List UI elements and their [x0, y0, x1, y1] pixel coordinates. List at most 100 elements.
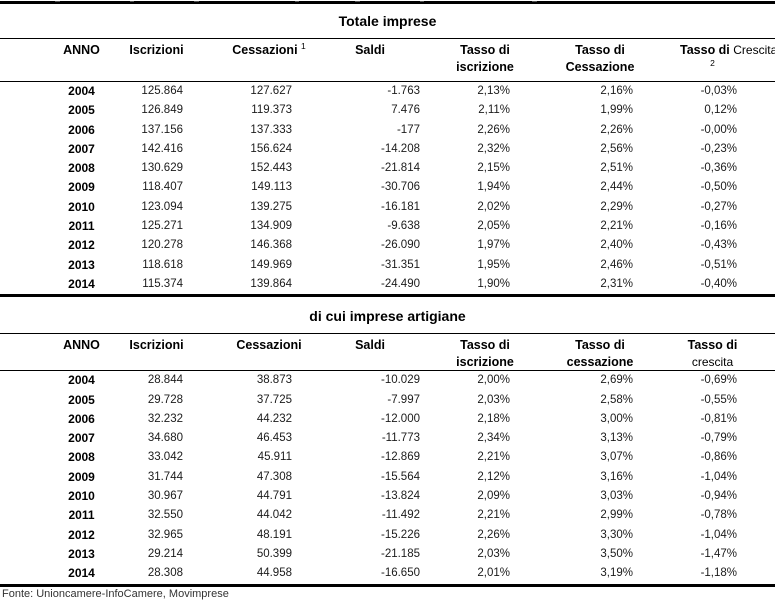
value-cell: -0,03%: [700, 85, 737, 97]
value-cell: 137.156: [141, 123, 183, 136]
year-cell: 2004: [68, 373, 95, 388]
value-cell: 156.624: [250, 142, 292, 155]
value-cell: 3,00%: [600, 412, 633, 425]
value-cell: 125.864: [141, 85, 183, 97]
value-cell: 118.407: [142, 181, 183, 194]
value-cell: 3,50%: [600, 547, 633, 560]
table-row: 2012 32.965 48.191 -15.226 2,26% 3,30% -1,04%: [0, 526, 775, 545]
value-cell: -30.706: [380, 181, 420, 194]
value-cell: -0,50%: [700, 181, 737, 194]
value-cell: 3,30%: [600, 528, 633, 541]
table-row: 2011 125.271 134.909 -9.638 2,05% 2,21% -0,16%: [0, 217, 775, 236]
value-cell: -9.638: [387, 220, 420, 233]
value-cell: 2,31%: [600, 277, 633, 290]
value-cell: 2,69%: [600, 374, 633, 387]
value-cell: -26.090: [380, 239, 420, 252]
value-cell: -13.824: [380, 490, 420, 503]
header-row: ANNO Iscrizioni Cessazioni 1 Saldi Tasso…: [0, 39, 775, 82]
year-cell: 2009: [68, 469, 95, 484]
value-cell: 126.849: [141, 104, 183, 117]
year-cell: 2014: [68, 276, 95, 291]
value-cell: 2,58%: [600, 393, 633, 406]
table-totale-imprese: Totale imprese ANNO Iscrizioni Cessazion…: [0, 1, 775, 298]
value-cell: 31.744: [147, 470, 183, 483]
value-cell: 44.958: [256, 567, 292, 580]
value-cell: -16.650: [380, 567, 420, 580]
value-cell: 130.629: [141, 162, 183, 175]
value-cell: 1,97%: [477, 239, 510, 252]
value-cell: -0,69%: [700, 374, 737, 387]
value-cell: -0,36%: [700, 162, 737, 175]
value-cell: 2,21%: [600, 220, 633, 233]
col-header-saldi: Saldi: [340, 334, 450, 372]
value-cell: -16.181: [380, 200, 420, 213]
year-cell: 2012: [68, 238, 95, 253]
totale-imprese-table-body: 2004 125.864 127.627 -1.763 2,13% 2,16% -0,03%…: [0, 82, 775, 296]
value-cell: 2,03%: [477, 547, 510, 560]
table-row: 2013 118.618 149.969 -31.351 1,95% 2,46% -0,51…: [0, 256, 775, 275]
year-cell: 2013: [68, 546, 95, 561]
value-cell: -10.029: [380, 374, 420, 387]
table-row: 2014 28.308 44.958 -16.650 2,01% 3,19% -1,18%: [0, 564, 775, 585]
totale-imprese-table: ANNO Iscrizioni Cessazioni 1 Saldi Tasso…: [0, 39, 775, 298]
value-cell: 29.214: [147, 547, 183, 560]
value-cell: -31.351: [380, 258, 420, 271]
value-cell: -0,16%: [700, 220, 737, 233]
value-cell: 2,51%: [600, 162, 633, 175]
table-row: 2007 142.416 156.624 -14.208 2,32% 2,56% -0,23…: [0, 140, 775, 159]
value-cell: -177: [396, 123, 420, 136]
year-cell: 2008: [68, 450, 95, 465]
year-cell: 2008: [68, 161, 95, 176]
value-cell: 33.042: [147, 451, 183, 464]
value-cell: 46.453: [256, 432, 292, 445]
value-cell: -0,94%: [700, 490, 737, 503]
col-header-iscrizioni: Iscrizioni: [115, 334, 228, 372]
value-cell: 2,01%: [477, 567, 510, 580]
value-cell: 44.042: [256, 509, 292, 522]
table-title-totale-imprese: Totale imprese: [0, 4, 775, 39]
value-cell: 1,95%: [477, 258, 510, 271]
table-row: 2006 32.232 44.232 -12.000 2,18% 3,00% -0,81%: [0, 410, 775, 429]
value-cell: 3,03%: [600, 490, 633, 503]
value-cell: 28.844: [147, 374, 183, 387]
footnote-ref-1: 1: [301, 40, 306, 51]
value-cell: 38.873: [256, 374, 292, 387]
value-cell: 32.965: [147, 528, 183, 541]
value-cell: 2,02%: [477, 200, 510, 213]
value-cell: -1,04%: [700, 528, 737, 541]
value-cell: 120.278: [141, 239, 183, 252]
value-cell: 137.333: [250, 123, 292, 136]
value-cell: 2,26%: [600, 123, 633, 136]
footnote-ref-2: 2: [710, 57, 715, 68]
table-imprese-artigiane: di cui imprese artigiane ANNO Iscrizioni…: [0, 297, 775, 587]
table-row: 2008 33.042 45.911 -12.869 2,21% 3,07% -0,86%: [0, 448, 775, 467]
value-cell: -7.997: [387, 393, 420, 406]
table-row: 2010 30.967 44.791 -13.824 2,09% 3,03% -0,94%: [0, 487, 775, 506]
value-cell: 37.725: [256, 393, 292, 406]
year-cell: 2006: [68, 411, 95, 426]
value-cell: 32.232: [147, 412, 183, 425]
table-row: 2004 28.844 38.873 -10.029 2,00% 2,69% -0,69%: [0, 371, 775, 391]
year-cell: 2009: [68, 180, 95, 195]
value-cell: 2,32%: [477, 142, 510, 155]
table-row: 2010 123.094 139.275 -16.181 2,02% 2,29% -0,27…: [0, 198, 775, 217]
source-note: Fonte: Unioncamere-InfoCamere, Movimpres…: [2, 587, 229, 600]
value-cell: -0,40%: [700, 277, 737, 290]
value-cell: -0,79%: [700, 432, 737, 445]
value-cell: 44.232: [256, 412, 292, 425]
col-header-tasso-iscrizione: Tasso di iscrizione: [450, 39, 565, 82]
value-cell: -1,47%: [700, 547, 737, 560]
table-row: 2013 29.214 50.399 -21.185 2,03% 3,50% -1,47%: [0, 545, 775, 564]
value-cell: -21.814: [380, 162, 420, 175]
value-cell: 139.275: [250, 200, 292, 213]
value-cell: 149.113: [251, 181, 292, 194]
value-cell: -12.000: [380, 412, 420, 425]
value-cell: 7.476: [391, 104, 420, 117]
value-cell: -0,51%: [700, 258, 737, 271]
value-cell: 0,12%: [704, 104, 737, 117]
value-cell: -0,81%: [700, 412, 737, 425]
value-cell: 139.864: [250, 277, 292, 290]
value-cell: 3,13%: [600, 432, 633, 445]
value-cell: 32.550: [147, 509, 183, 522]
